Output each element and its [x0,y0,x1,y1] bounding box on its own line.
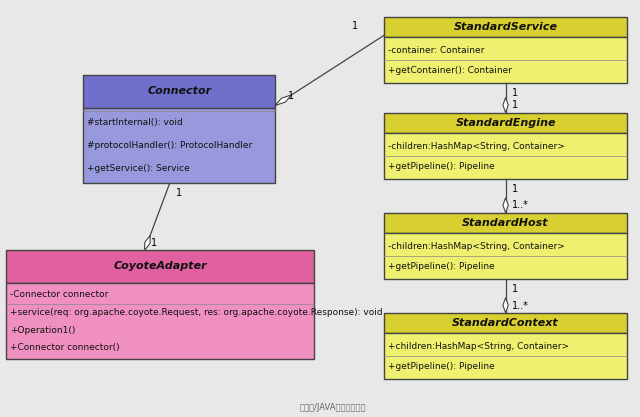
Bar [384,213,627,233]
Text: 1: 1 [176,188,182,198]
Bar [6,283,314,359]
Polygon shape [275,95,292,106]
Bar [384,37,627,83]
Text: 1: 1 [352,21,358,31]
Polygon shape [145,236,150,250]
Text: 1..*: 1..* [512,201,529,211]
Text: +getPipeline(): Pipeline: +getPipeline(): Pipeline [388,162,495,171]
Text: 1: 1 [512,284,518,294]
Text: +Operation1(): +Operation1() [10,326,76,335]
Text: StandardContext: StandardContext [452,318,559,328]
Text: -container: Container: -container: Container [388,46,484,55]
Bar [384,113,627,133]
Text: +service(req: org.apache.coyote.Request, res: org.apache.coyote.Response): void: +service(req: org.apache.coyote.Request,… [10,308,383,317]
Bar [384,313,627,333]
Text: #startInternal(): void: #startInternal(): void [87,118,183,127]
Text: -children:HashMap<String, Container>: -children:HashMap<String, Container> [388,242,564,251]
Text: 1..*: 1..* [512,301,529,311]
Text: 头条号/JAVA架构演变之路: 头条号/JAVA架构演变之路 [300,403,366,412]
Text: 1: 1 [151,238,157,248]
Text: #protocolHandler(): ProtocolHandler: #protocolHandler(): ProtocolHandler [87,141,252,150]
Text: +getPipeline(): Pipeline: +getPipeline(): Pipeline [388,262,495,271]
Text: 1: 1 [512,184,518,194]
Text: StandardService: StandardService [454,22,557,32]
Bar [384,333,627,379]
Text: +getContainer(): Container: +getContainer(): Container [388,66,512,75]
Bar [384,233,627,279]
Polygon shape [503,198,508,213]
Polygon shape [503,298,508,313]
Bar [83,75,275,108]
Text: -children:HashMap<String, Container>: -children:HashMap<String, Container> [388,142,564,151]
Bar [384,133,627,179]
Text: 1: 1 [512,88,518,98]
Bar [384,17,627,37]
Text: -Connector connector: -Connector connector [10,290,109,299]
Polygon shape [503,98,508,113]
Text: Connector: Connector [147,86,211,96]
Text: +getPipeline(): Pipeline: +getPipeline(): Pipeline [388,362,495,371]
Bar [83,108,275,183]
Text: 1: 1 [512,100,518,111]
Bar [6,250,314,283]
Text: StandardEngine: StandardEngine [455,118,556,128]
Text: +getService(): Service: +getService(): Service [87,164,190,173]
Text: +Connector connector(): +Connector connector() [10,343,120,352]
Text: +children:HashMap<String, Container>: +children:HashMap<String, Container> [388,342,569,351]
Text: 1: 1 [288,91,294,101]
Text: StandardHost: StandardHost [462,218,549,228]
Text: CoyoteAdapter: CoyoteAdapter [113,261,207,271]
